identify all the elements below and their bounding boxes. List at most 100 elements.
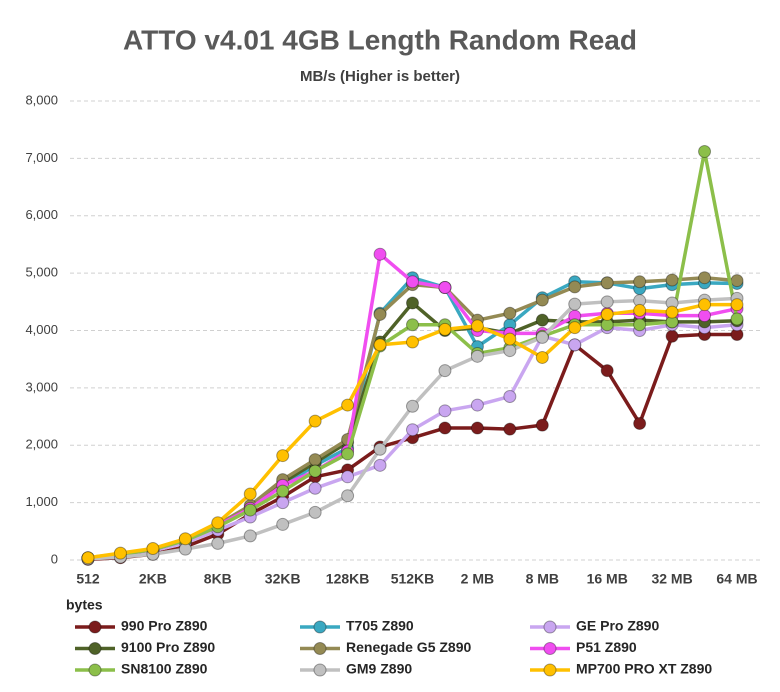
data-point [81,551,95,565]
data-point [730,312,744,326]
data-point [438,322,452,336]
data-point [633,318,647,332]
data-point [308,481,322,495]
data-point [406,275,419,289]
series [81,298,744,565]
legend-swatch-marker [543,620,557,634]
legend-swatch-marker [543,663,557,677]
data-point [341,470,355,484]
data-point [503,332,517,346]
legend-label: 990 Pro Z890 [121,618,208,634]
series-line [87,332,737,562]
data-point [308,464,322,478]
data-point [730,274,744,288]
data-point [633,416,647,430]
data-point [503,422,517,436]
data-point [211,536,225,550]
x-tick-label: 8 MB [526,571,559,587]
y-tick-label: 3,000 [25,379,58,394]
legend-swatch-marker [88,620,102,634]
chart-subtitle: MB/s (Higher is better) [300,68,460,85]
x-tick-label: 128KB [326,571,370,587]
data-point [341,489,355,503]
data-point [438,421,452,435]
x-axis-label: bytes [66,597,103,613]
legend-swatch-marker [313,663,327,677]
data-point [568,297,582,311]
legend-swatch-marker [543,642,557,655]
chart-title: ATTO v4.01 4GB Length Random Read [123,24,637,55]
data-point [211,516,225,530]
data-point [470,349,484,363]
data-point [276,496,290,510]
data-point [373,247,387,261]
data-point [243,503,257,517]
data-point [276,449,290,463]
data-point [730,298,744,312]
data-point [373,458,387,472]
legend-swatch-marker [88,642,102,655]
data-point [146,542,160,556]
x-tick-label: 32KB [265,571,301,587]
data-point [568,321,582,335]
data-point [503,344,517,358]
y-tick-label: 0 [51,551,58,566]
data-point [406,423,419,437]
x-tick-label: 512KB [391,571,435,587]
y-tick-label: 6,000 [25,207,58,222]
x-tick-label: 8KB [204,571,232,587]
series [81,328,744,566]
data-point [535,293,549,307]
data-point [568,338,582,352]
legend-swatch-marker [313,620,327,634]
data-point [341,398,355,412]
data-point [535,313,549,327]
data-point [438,404,452,418]
data-point [633,275,647,289]
data-point [308,505,322,519]
legend-label: 9100 Pro Z890 [121,639,215,655]
data-point [470,319,484,333]
data-point [600,276,614,290]
data-point [406,296,419,310]
x-tick-label: 16 MB [587,571,628,587]
data-point [503,306,517,320]
data-point [113,546,127,560]
legend-label: MP700 PRO XT Z890 [576,661,712,677]
data-point [406,318,419,332]
data-point [698,144,712,158]
x-tick-label: 512 [76,571,100,587]
data-point [633,303,647,317]
x-tick-label: 2 MB [461,571,494,587]
data-point [276,484,290,498]
y-tick-label: 5,000 [25,265,58,280]
data-point [698,298,712,312]
data-point [243,529,257,543]
data-point [243,487,257,501]
data-point [600,364,614,378]
data-point [535,330,549,344]
x-tick-label: 2KB [139,571,167,587]
data-point [373,442,387,456]
data-point [503,389,517,403]
data-point [178,532,192,546]
legend-label: P51 Z890 [576,639,637,655]
data-point [698,271,712,285]
legend-label: SN8100 Z890 [121,661,208,677]
data-point [308,453,322,467]
data-point [373,307,387,321]
y-tick-label: 1,000 [25,494,58,509]
data-point [470,421,484,435]
series [81,144,744,565]
data-point [276,517,290,531]
data-point [535,418,549,432]
legend-label: T705 Z890 [346,618,414,634]
y-tick-label: 2,000 [25,437,58,452]
data-point [600,307,614,321]
legend-swatch-marker [88,663,102,677]
legend-swatch-marker [313,642,327,655]
data-point [665,329,679,343]
data-point [341,447,355,461]
data-point [470,398,484,412]
